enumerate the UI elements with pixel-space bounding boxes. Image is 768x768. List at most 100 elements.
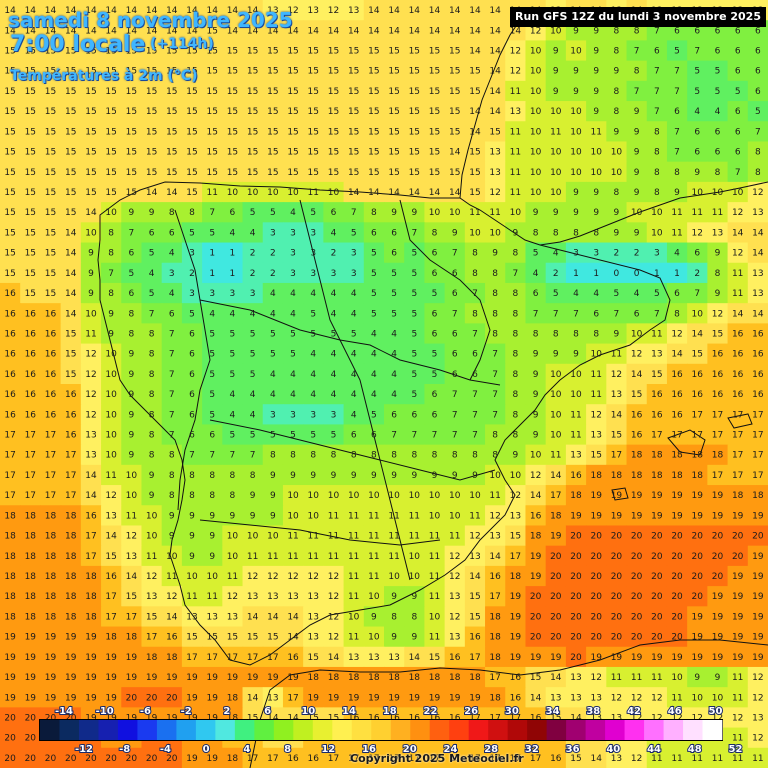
grid-value: 15	[105, 107, 116, 117]
temperature-cell	[505, 40, 527, 62]
grid-value: 4	[290, 390, 296, 400]
grid-value: 18	[590, 471, 602, 481]
grid-value: 4	[169, 289, 175, 299]
temperature-cell	[626, 666, 648, 688]
grid-value: 6	[674, 26, 680, 36]
temperature-cell	[282, 464, 304, 486]
grid-value: 19	[712, 633, 724, 643]
temperature-cell	[161, 303, 183, 324]
grid-value: 16	[712, 370, 724, 380]
grid-value: 4	[250, 410, 256, 420]
temperature-cell	[707, 525, 729, 547]
temperature-cell	[101, 646, 122, 668]
temperature-cell	[101, 181, 122, 203]
temperature-cell	[303, 464, 324, 486]
temperature-cell	[363, 343, 385, 365]
grid-value: 14	[186, 6, 198, 16]
grid-value: 4	[331, 289, 337, 299]
grid-value: 20	[651, 612, 663, 622]
grid-value: 4	[391, 329, 397, 339]
grid-value: 15	[65, 47, 76, 57]
temperature-cell	[626, 586, 648, 607]
grid-value: 9	[715, 673, 721, 683]
temperature-cell	[687, 60, 708, 82]
grid-value: 7	[614, 309, 620, 319]
temperature-cell	[424, 40, 446, 62]
grid-value: 15	[308, 87, 319, 97]
grid-value: 14	[25, 6, 37, 16]
grid-value: 8	[230, 491, 236, 501]
temperature-cell	[303, 747, 324, 768]
temperature-cell	[707, 586, 729, 607]
grid-value: 15	[105, 552, 116, 562]
temperature-cell	[707, 384, 729, 405]
temperature-cell	[384, 363, 405, 385]
temperature-cell	[525, 40, 547, 62]
grid-value: 8	[654, 168, 660, 178]
temperature-cell	[202, 485, 223, 506]
temperature-cell	[262, 626, 284, 648]
grid-value: 9	[209, 532, 215, 542]
grid-value: 5	[310, 329, 316, 339]
temperature-cell	[181, 323, 203, 345]
grid-value: 18	[45, 552, 57, 562]
temperature-cell	[303, 586, 324, 607]
grid-value: 9	[593, 26, 599, 36]
grid-value: 15	[611, 431, 622, 441]
temperature-cell	[202, 80, 223, 102]
temperature-cell	[262, 444, 284, 466]
temperature-cell	[485, 0, 506, 21]
temperature-cell	[464, 565, 486, 587]
grid-value: 15	[25, 188, 36, 198]
grid-value: 10	[227, 532, 239, 542]
temperature-cell	[181, 141, 203, 163]
grid-value: 8	[270, 451, 276, 461]
temperature-cell	[747, 121, 768, 143]
temperature-cell	[384, 747, 405, 768]
grid-value: 19	[530, 653, 542, 663]
temperature-cell	[646, 646, 668, 668]
temperature-cell	[121, 424, 143, 446]
temperature-cell	[141, 282, 163, 304]
temperature-cell	[161, 161, 183, 183]
temperature-cell	[666, 141, 688, 163]
temperature-cell	[626, 343, 648, 365]
color-scale-label: 16	[362, 744, 376, 755]
temperature-cell	[242, 505, 264, 527]
temperature-cell	[384, 444, 405, 466]
grid-value: 15	[247, 47, 258, 57]
temperature-cell	[303, 80, 324, 102]
grid-value: 15	[186, 633, 197, 643]
grid-value: 20	[530, 612, 542, 622]
temperature-cell	[80, 20, 102, 42]
temperature-cell	[181, 101, 203, 122]
grid-value: 7	[654, 67, 660, 77]
grid-value: 13	[368, 653, 379, 663]
color-scale-label: 12	[321, 744, 335, 755]
grid-value: 17	[247, 754, 258, 764]
temperature-cell	[60, 404, 82, 426]
temperature-cell	[384, 121, 405, 143]
grid-value: 15	[25, 208, 36, 218]
grid-value: 16	[732, 390, 744, 400]
temperature-cell	[363, 20, 385, 42]
grid-value: 16	[25, 370, 37, 380]
temperature-cell	[666, 101, 688, 122]
grid-value: 14	[166, 188, 178, 198]
temperature-cell	[444, 687, 466, 708]
temperature-cell	[707, 60, 729, 82]
grid-value: 14	[45, 26, 57, 36]
temperature-cell	[384, 101, 405, 122]
temperature-cell	[666, 646, 688, 668]
grid-value: 13	[287, 592, 298, 602]
temperature-cell	[727, 202, 749, 223]
temperature-cell	[707, 40, 729, 62]
temperature-cell	[424, 282, 446, 304]
temperature-cell	[404, 343, 426, 365]
grid-value: 16	[671, 410, 683, 420]
grid-value: 8	[432, 228, 438, 238]
temperature-cell	[20, 363, 42, 385]
grid-value: 19	[65, 693, 77, 703]
temperature-cell	[222, 121, 244, 143]
grid-value: 10	[186, 572, 198, 582]
